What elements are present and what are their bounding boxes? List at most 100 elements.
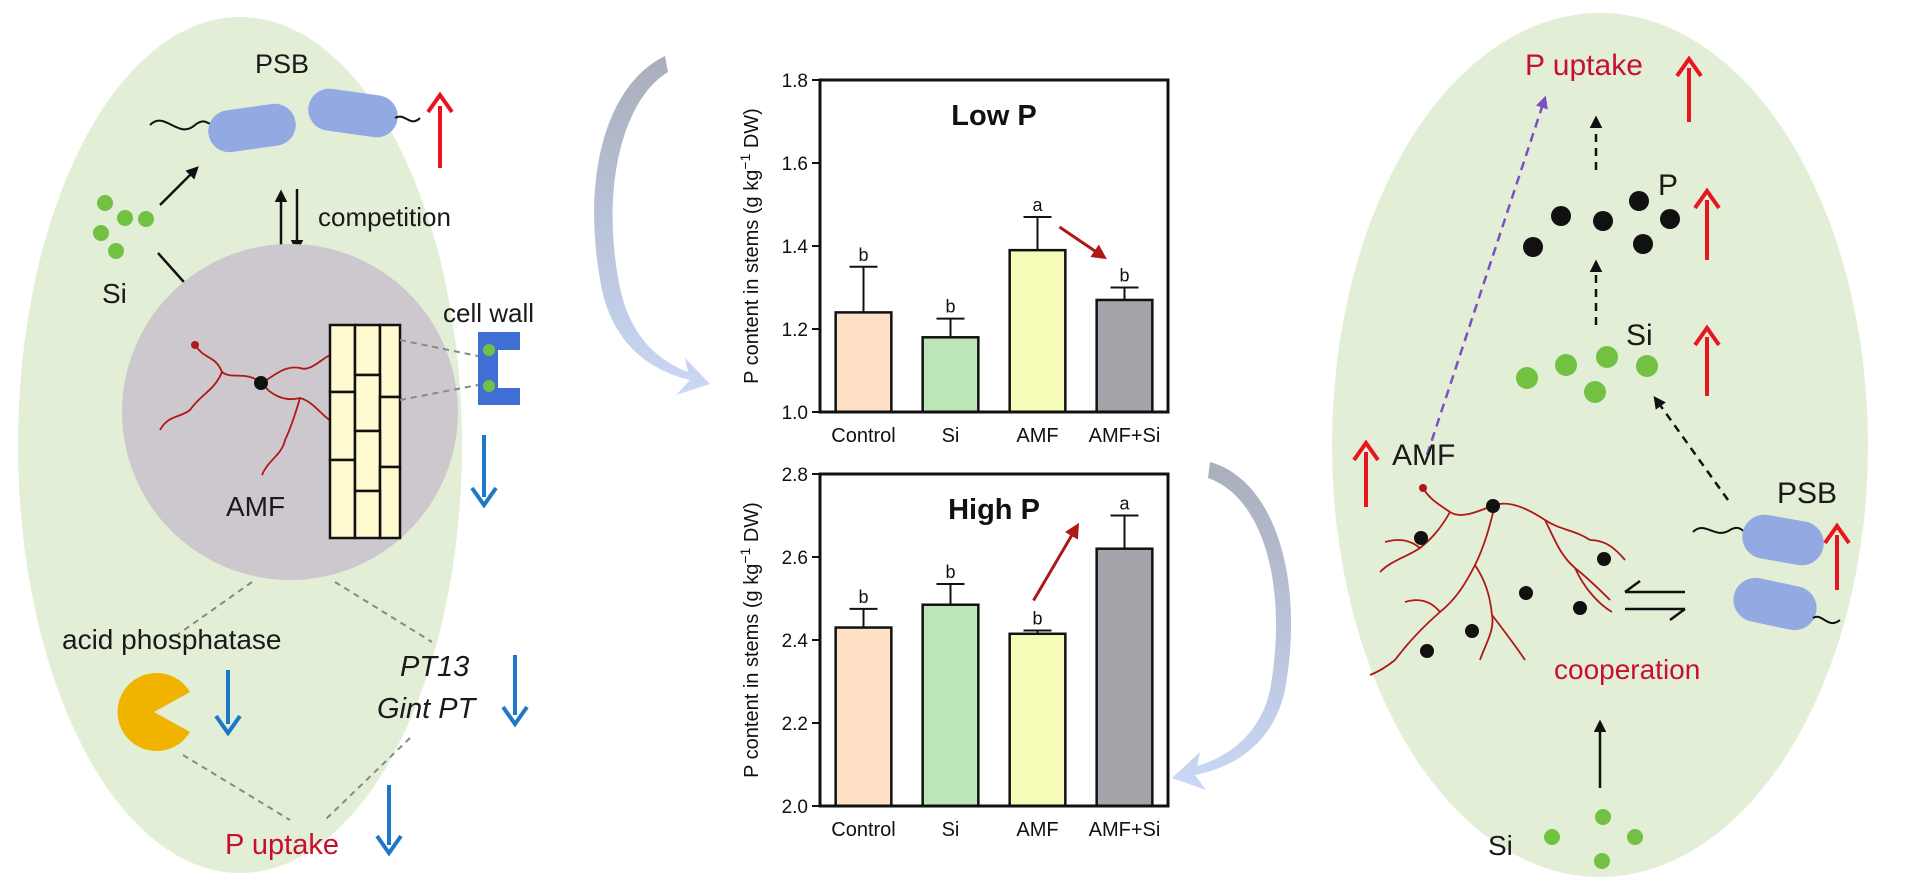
right-si-bottom-label: Si [1488,830,1513,861]
dashed-purple-arrow-amf-to-uptake [1425,95,1548,456]
psb-bacterium-1 [149,103,296,153]
right-p-uptake-label: P uptake [1525,49,1643,82]
hypha-tip-right [1419,484,1427,492]
curved-arrow-right [1172,462,1292,790]
zoom-line-bottom [399,384,479,401]
psb-bacterium-2 [308,88,421,138]
chart-1-significance-letter: b [858,245,868,265]
arrow-si-to-psb [159,166,199,206]
chart-2-y-axis-label-exponent: −1 [737,547,753,563]
right-panel: P uptake P Si [1332,13,1868,877]
chart-1-significance-letter: b [945,297,955,317]
chart-1-category-label: Si [942,425,960,447]
chart-2-trend-arrow-up [1032,522,1080,602]
red-up-arrow-psb-right [1823,522,1851,590]
pt13-label: PT13 [400,651,469,683]
chart-1-y-axis-label: P content in stems (g kg−1 DW) [737,108,763,384]
dash-circle-to-pt [334,581,433,643]
chart-2-plot-frame [818,472,1170,808]
blue-down-arrow-pt [501,655,529,728]
cooperation-double-arrow [1624,579,1686,622]
blue-down-arrow-enzyme [214,670,242,737]
chart-1-significance-letter: b [1119,266,1129,286]
left-p-uptake-label: P uptake [225,829,339,861]
chart-2-bar-amf [1008,632,1067,808]
chart-2-y-axis-label-unit: DW) [741,502,763,548]
si-dots-bottom [1544,809,1643,869]
red-up-arrow-uptake [1675,55,1703,122]
chart-2-category-label: AMF [1016,819,1058,841]
chart-1-bar-amf-si [1095,298,1154,414]
psb-bacterium-right-2 [1733,577,1841,631]
si-dots-cluster [93,195,154,259]
cell-wall-icon [478,332,520,405]
right-psb-label: PSB [1777,477,1837,510]
amf-root-circle [122,244,458,580]
amf-spores [1414,499,1611,658]
chart-2-y-axis-label: P content in stems (g kg−1 DW) [737,502,763,778]
red-up-arrow-p [1693,187,1721,260]
chart-1-bar-control [834,311,893,414]
chart-2-category-label: AMF+Si [1089,819,1161,841]
chart-2-title: High P [948,494,1040,526]
right-si-label: Si [1626,319,1653,352]
chart-1-category-label: AMF [1016,425,1058,447]
dash-pt-to-uptake [324,737,411,821]
chart-2-category-label: Si [942,819,960,841]
red-up-arrow-psb [426,91,454,168]
chart-1-y-tick-label: 1.4 [782,237,809,258]
curved-arrow-left [594,56,710,395]
chart-1-trend-arrow-down [1058,225,1107,260]
chart-2-bar-control [834,626,893,808]
chart-1-plot-frame [818,78,1170,414]
chart-2-category-label: Control [831,819,895,841]
right-amf-label: AMF [1392,439,1455,472]
red-up-arrow-amf [1352,439,1380,507]
chart-2-significance-letter: b [1032,608,1042,628]
chart-1-y-tick-label: 1.6 [782,154,808,175]
chart-2-y-tick-label: 2.2 [782,714,808,735]
zoom-line-top [399,339,479,357]
chart-1-y-axis-label-main: P content in stems (g kg [741,170,763,384]
chart-2-significance-letter: b [945,562,955,582]
chart-1-y-tick-label: 1.8 [782,71,808,92]
chart-1-y-tick-label: 1.2 [782,320,808,341]
chart-1-category-label: AMF+Si [1089,425,1161,447]
dash-circle-to-enzyme [169,581,253,641]
cooperation-label: cooperation [1554,654,1700,685]
dashed-arrow-psb-to-si [1653,395,1730,501]
chart-2-bar-amf-si [1095,547,1154,808]
competition-label: competition [318,202,451,232]
chart-2-y-tick-label: 2.8 [782,465,808,486]
chart-2-bar-si [921,603,980,808]
amf-hyphae-network [1369,487,1626,676]
chart-1-bar-amf [1008,248,1067,414]
chart-2-y-tick-label: 2.4 [782,631,809,652]
p-label: P [1658,169,1678,202]
chart-1-y-tick-label: 1.0 [782,403,808,424]
gint-pt-label: Gint PT [377,693,478,725]
chart-2-y-axis-label-main: P content in stems (g kg [741,564,763,778]
chart-1-y-axis-label-exponent: −1 [737,153,753,169]
chart-low-p: 1.0 1.2 1.4 1.6 1.8 b Control b Si a AMF b AMF+Si Low… [737,71,1170,447]
amf-label: AMF [226,491,285,522]
chart-2-significance-letter: a [1119,494,1130,514]
chart-1-significance-letter: a [1032,195,1043,215]
acid-phosphatase-icon [117,673,190,751]
chart-1-y-axis-label-unit: DW) [741,108,763,154]
chart-1-bar-si [921,336,980,414]
si-dots-right [1516,346,1658,403]
blue-down-arrow-uptake [375,785,403,857]
chart-1-category-label: Control [831,425,895,447]
hypha-tip [191,341,199,349]
chart-2-y-tick-label: 2.6 [782,548,808,569]
red-up-arrow-si [1693,324,1721,396]
psb-bacterium-right-1 [1692,514,1824,566]
cell-wall-label: cell wall [443,298,534,328]
root-cells [328,323,402,540]
si-label: Si [102,278,127,309]
dash-enzyme-to-uptake [182,754,291,821]
psb-label: PSB [255,49,309,79]
chart-high-p: 2.0 2.2 2.4 2.6 2.8 b Control b Si b AMF a AMF+Si Hig… [737,465,1170,841]
left-panel: PSB Si competition [18,17,534,873]
